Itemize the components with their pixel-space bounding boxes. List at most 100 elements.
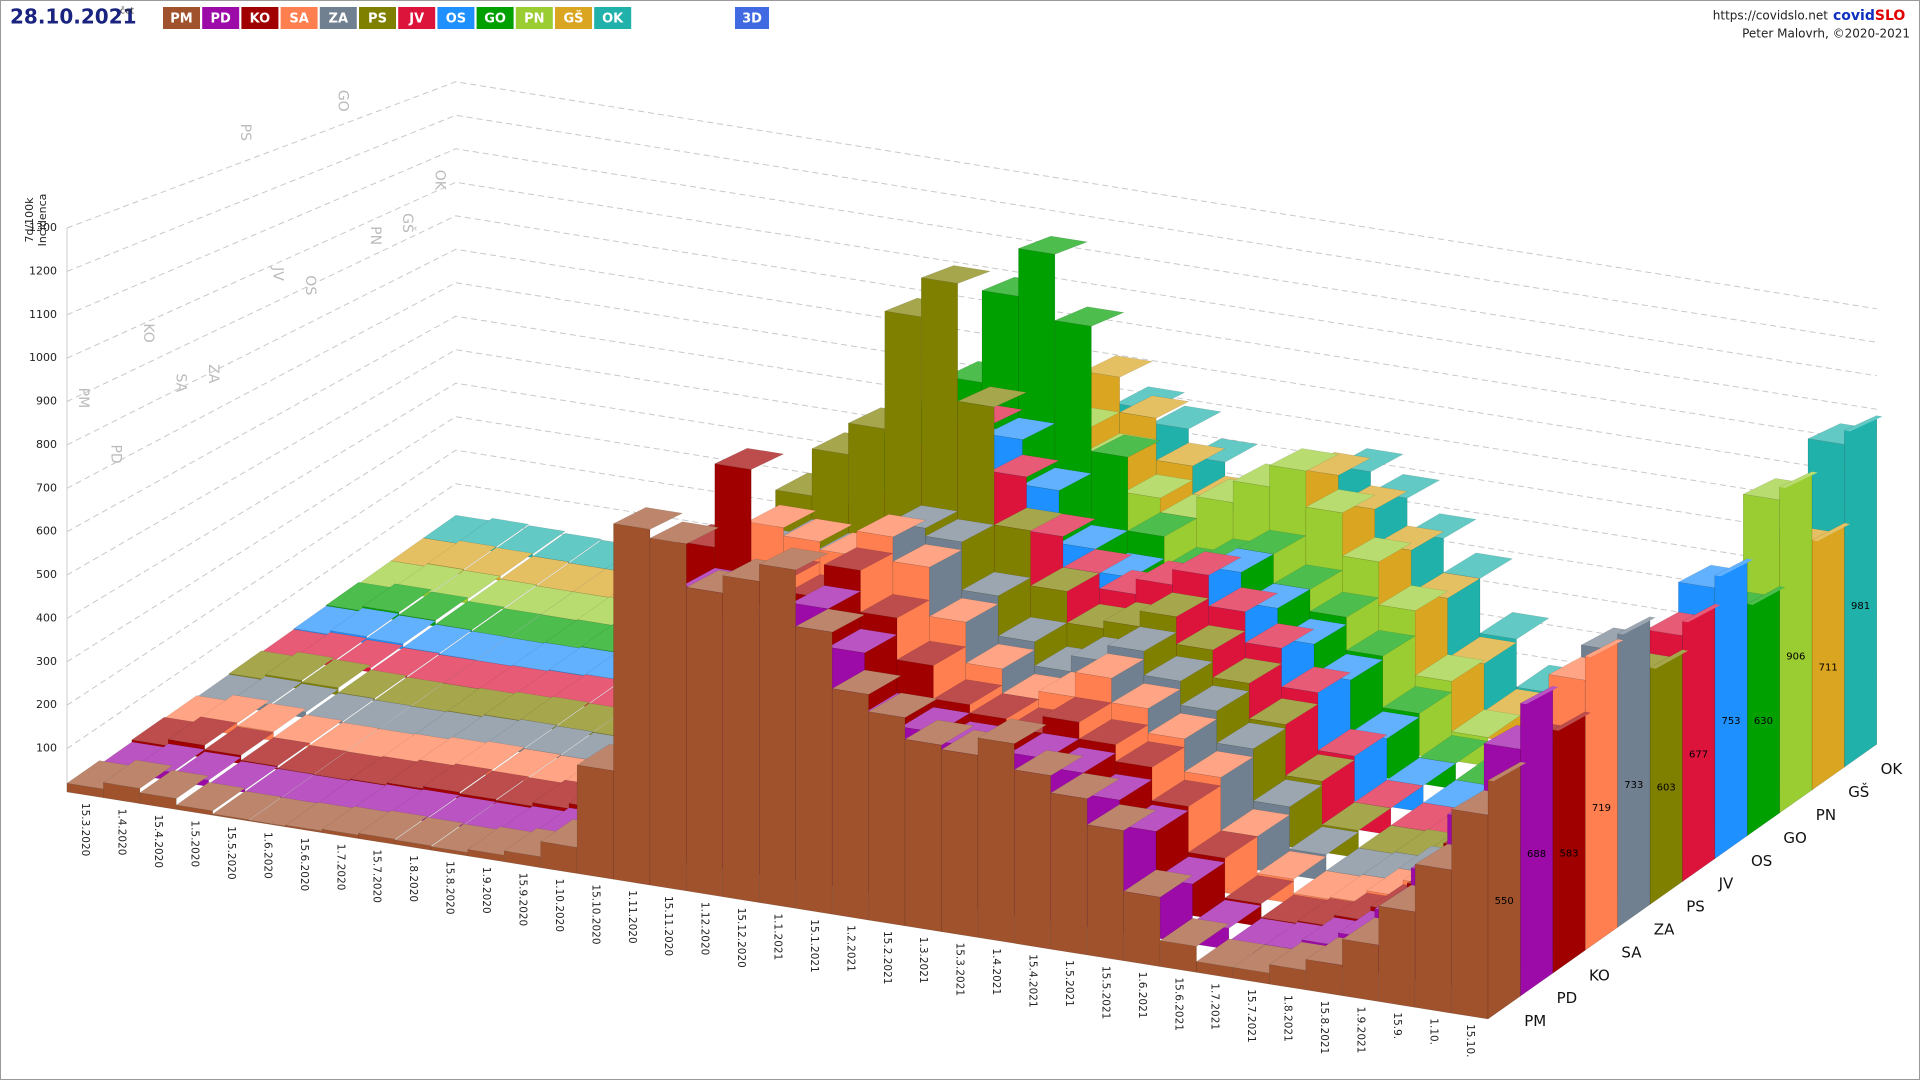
column-top [463, 547, 534, 577]
legend-swatch[interactable] [280, 7, 318, 29]
column-top [985, 417, 1056, 440]
column-top [1110, 683, 1182, 709]
value-label: 550 [1495, 896, 1514, 907]
column [1305, 959, 1343, 996]
url: https://covidslo.net [1713, 9, 1829, 23]
legend-swatch[interactable] [319, 7, 357, 29]
column [576, 764, 614, 880]
column-top [309, 722, 380, 752]
end-face [1746, 585, 1780, 837]
column-top [1029, 567, 1101, 592]
x-tick-label: 15.9.2020 [516, 873, 528, 926]
column [1050, 792, 1088, 956]
column-top [1317, 728, 1388, 757]
column-top [1183, 750, 1254, 778]
legend-swatch[interactable] [241, 7, 279, 29]
grid-line [66, 248, 1877, 477]
end-top [1488, 762, 1527, 782]
column-top [1386, 757, 1457, 787]
wall-label: GŠ [399, 213, 417, 233]
legend-swatch[interactable] [398, 7, 436, 29]
end-face [1649, 649, 1683, 905]
x-tick-label: 15.12.2020 [735, 908, 747, 968]
column-top [1284, 753, 1356, 782]
column-top [924, 518, 995, 543]
column-top [1309, 591, 1380, 618]
y-tick-label: 1300 [29, 221, 57, 234]
x-tick-label: 1.6.2020 [261, 832, 273, 879]
weekday: čet [120, 6, 134, 17]
legend-label[interactable]: PS [368, 12, 387, 27]
y-tick-label: 200 [36, 698, 57, 711]
x-tick-label: 15.8.2021 [1318, 1001, 1330, 1054]
value-label: 583 [1559, 848, 1578, 859]
legend-swatch[interactable] [437, 7, 475, 29]
wall-label: JV [270, 266, 286, 281]
column [1378, 905, 1416, 1008]
legend-swatch[interactable] [359, 7, 396, 29]
column [686, 587, 724, 898]
legend-label[interactable]: OS [446, 12, 466, 27]
end-face [1617, 616, 1651, 928]
series-label: PD [1557, 989, 1578, 1007]
column [831, 688, 869, 921]
legend-label[interactable]: PN [524, 12, 544, 27]
legend-swatch[interactable] [476, 7, 514, 29]
plot [66, 235, 1883, 1020]
column-top [1078, 718, 1149, 746]
y-tick-label: 400 [36, 611, 57, 624]
column-top [438, 631, 510, 661]
legend-swatch[interactable] [202, 7, 240, 29]
column [977, 737, 1015, 944]
legend-swatch[interactable] [555, 7, 592, 29]
column-top [1252, 779, 1323, 808]
column [613, 523, 651, 886]
legend-swatch[interactable] [163, 7, 200, 29]
column-top [1086, 804, 1157, 831]
legend-label[interactable]: PM [170, 12, 192, 27]
value-label: 753 [1721, 716, 1740, 727]
legend-label[interactable]: PD [211, 12, 232, 27]
grid-line [66, 416, 1877, 663]
legend-swatch[interactable] [515, 7, 553, 29]
x-tick-label: 1.4.2020 [116, 809, 128, 856]
value-label: 688 [1527, 849, 1546, 860]
column-top [1268, 448, 1340, 472]
legend-label[interactable]: SA [289, 12, 308, 27]
column-top [1175, 625, 1246, 651]
column-top [357, 810, 428, 840]
legend-label[interactable]: KO [250, 12, 271, 27]
column-top [932, 679, 1003, 706]
end-face [1520, 685, 1554, 997]
legend-label[interactable]: ZA [329, 12, 349, 27]
x-tick-label: 1.4.2021 [990, 948, 1002, 995]
x-tick-label: 15.9. [1391, 1012, 1403, 1039]
button-3d-label[interactable]: 3D [742, 12, 762, 27]
x-tick-label: 1.9.2020 [480, 867, 492, 914]
legend-label[interactable]: GŠ [563, 11, 583, 27]
column [868, 711, 906, 927]
column [540, 841, 578, 874]
column [394, 839, 432, 851]
column-top [1382, 686, 1453, 714]
x-tick-label: 15.7.2021 [1245, 989, 1257, 1042]
series-label: KO [1589, 966, 1610, 984]
header: 28.10.2021 čet https://covidslo.net covi… [10, 5, 1910, 247]
column-top [997, 616, 1068, 643]
column-top [782, 518, 854, 542]
column-top [1414, 654, 1485, 682]
legend-label[interactable]: OK [602, 12, 624, 27]
column [1451, 809, 1489, 1020]
series-label: PM [1524, 1012, 1546, 1030]
legend-swatch[interactable] [594, 7, 632, 29]
x-tick-label: 15.1.2021 [808, 919, 820, 972]
end-top [1779, 471, 1818, 488]
column-top [1147, 712, 1218, 740]
value-label: 906 [1786, 651, 1805, 662]
legend-label[interactable]: GO [484, 12, 506, 27]
legend-label[interactable]: JV [408, 12, 424, 27]
button-3d[interactable] [735, 7, 769, 29]
column-top [896, 640, 967, 666]
column-top [523, 725, 595, 755]
